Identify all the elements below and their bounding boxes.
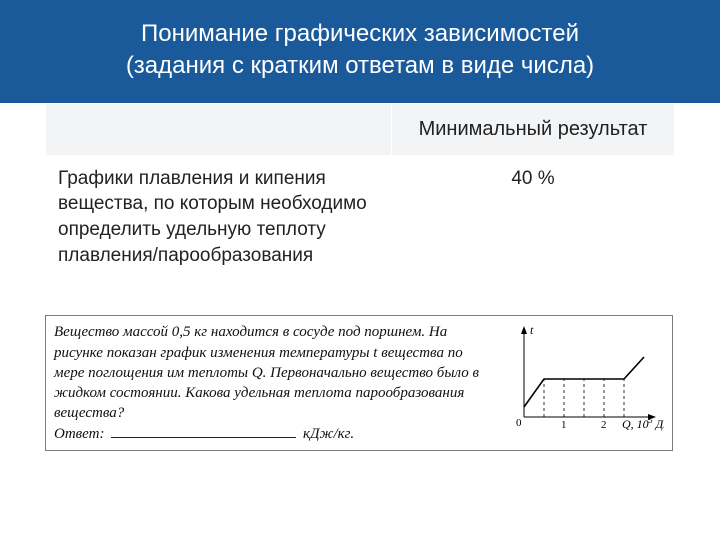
- x-axis-label: Q, 105 Дж: [622, 416, 664, 431]
- title-line-1: Понимание графических зависимостей: [141, 20, 579, 47]
- table-header-empty: [46, 103, 392, 155]
- table-cell-value: 40 %: [391, 155, 674, 309]
- x-tick-1: 1: [561, 419, 567, 431]
- y-axis-label: t: [530, 323, 534, 337]
- page-title: Понимание графических зависимостей (зада…: [40, 18, 680, 83]
- chart-svg: t 0 1 2 Q, 105 Дж: [504, 322, 664, 432]
- results-table: Минимальный результат Графики плавления …: [45, 103, 675, 310]
- title-banner: Понимание графических зависимостей (зада…: [0, 0, 720, 103]
- table-row: Графики плавления и кипения вещества, по…: [46, 155, 675, 309]
- table-cell-description: Графики плавления и кипения вещества, по…: [46, 155, 392, 309]
- origin-label: 0: [516, 417, 522, 429]
- problem-panel: Вещество массой 0,5 кг находится в сосуд…: [45, 315, 673, 451]
- table-header-row: Минимальный результат: [46, 103, 675, 155]
- problem-body: Вещество массой 0,5 кг находится в сосуд…: [54, 324, 479, 421]
- answer-line: Ответ: кДж/кг.: [54, 426, 354, 442]
- axes: [521, 326, 656, 420]
- x-tick-2: 2: [601, 419, 607, 431]
- answer-label: Ответ:: [54, 426, 104, 442]
- answer-unit: кДж/кг.: [303, 426, 354, 442]
- table-header-min-result: Минимальный результат: [391, 103, 674, 155]
- data-line: [524, 357, 644, 407]
- title-line-2: (задания с кратким ответам в виде числа): [126, 52, 594, 79]
- problem-text: Вещество массой 0,5 кг находится в сосуд…: [54, 322, 504, 444]
- chart-diagram: t 0 1 2 Q, 105 Дж: [504, 322, 664, 432]
- dashed-lines: [544, 379, 624, 417]
- answer-blank: [111, 437, 296, 438]
